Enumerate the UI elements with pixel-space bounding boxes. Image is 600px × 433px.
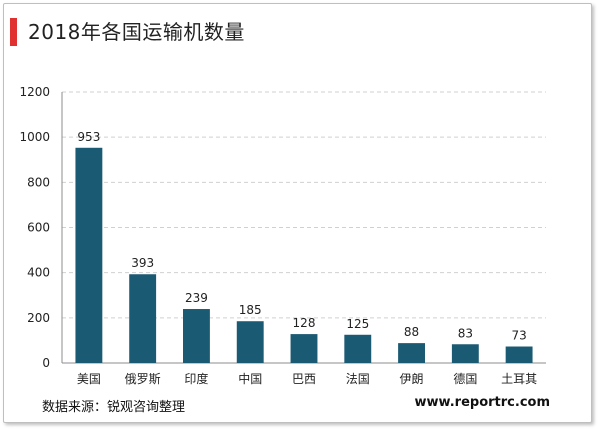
y-tick-label: 1000 [19,130,50,144]
y-tick-label: 0 [42,356,50,370]
bar [344,334,372,363]
x-tick-label: 美国 [77,372,101,386]
y-tick-label: 800 [27,175,50,189]
x-tick-label: 土耳其 [501,372,537,386]
data-source-note: 数据来源：锐观咨询整理 [42,400,186,415]
bar [505,346,533,363]
chart-title: 2018年各国运输机数量 [28,20,245,44]
bar [183,309,210,363]
y-tick-label: 200 [27,311,50,325]
x-tick-label: 伊朗 [400,372,424,386]
data-label: 953 [77,130,100,144]
x-tick-label: 巴西 [292,372,316,386]
y-tick-label: 400 [27,266,50,280]
x-tick-label: 德国 [453,371,477,386]
data-label: 83 [458,326,473,340]
data-label: 128 [293,316,316,330]
bar [75,147,103,363]
y-tick-label: 600 [27,221,50,235]
bar [290,334,318,363]
x-tick-label: 俄罗斯 [125,372,161,386]
website-link[interactable]: www.reportrc.com [414,395,550,410]
data-label: 239 [185,291,208,305]
data-label: 185 [239,303,262,317]
data-label: 393 [131,256,154,270]
data-label: 125 [346,317,369,331]
bar [451,344,479,363]
x-tick-label: 中国 [238,371,262,386]
x-tick-label: 法国 [346,372,370,386]
data-label: 88 [404,325,419,339]
bar [398,343,425,363]
data-label: 73 [511,329,526,343]
bar [129,274,157,363]
title-accent-bar [10,18,17,46]
bar [236,321,264,363]
y-tick-label: 1200 [19,85,50,99]
x-tick-label: 印度 [184,371,208,386]
